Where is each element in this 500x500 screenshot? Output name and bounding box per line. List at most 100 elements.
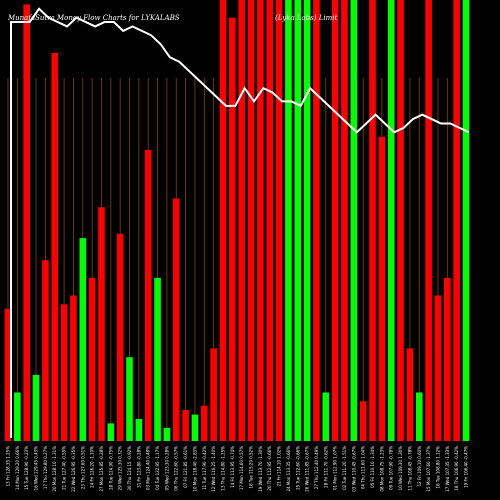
money-flow-bar [378, 136, 386, 441]
x-tick-label: 23 Thu 127.60 0.51% [80, 446, 85, 489]
money-flow-bar [32, 374, 40, 441]
money-flow-bar [434, 295, 442, 441]
money-flow-bar [107, 423, 115, 441]
money-flow-bar [4, 308, 12, 441]
x-tick-label: 03 Wed 110.45 -0.67% [351, 446, 356, 492]
x-tick-label: 13 Thu 114.80 -1.25% [220, 446, 225, 491]
x-tick-label: 07 Fri 121.85 -0.61% [183, 446, 188, 488]
money-flow-bar [313, 0, 320, 441]
money-flow-bar [397, 0, 404, 441]
x-tick-label: 21 Fri 114.10 1.02% [277, 446, 282, 487]
x-tick-label: 27 Thu 112.40 0.49% [314, 446, 319, 489]
x-tick-label: 08 Mon 108.75 -1.23% [379, 446, 384, 492]
money-flow-bar [387, 0, 395, 441]
chart-title: MunafaSutra Money Flow Charts for LYKALA… [7, 14, 180, 22]
x-tick-label: 03 Mon 124.40 0.48% [146, 446, 151, 490]
money-flow-bar [238, 0, 245, 441]
money-flow-bar [144, 149, 152, 441]
money-flow-bar [42, 260, 49, 441]
money-flow-bar [23, 4, 30, 441]
money-flow-bar [116, 233, 124, 441]
money-flow-bar [200, 405, 208, 441]
money-flow-bar [14, 392, 21, 441]
money-flow-bar [462, 0, 470, 441]
money-flow-bar [172, 198, 180, 441]
x-tick-label: 29 Wed 125.30 0.32% [118, 446, 123, 491]
x-tick-label: 24 Mon 113.35 -0.66% [286, 446, 291, 492]
x-tick-label: 18 Tue 115.20 0.52% [249, 446, 254, 489]
x-tick-label: 12 Fri 109.10 0.60% [417, 446, 422, 487]
money-flow-bar [369, 0, 376, 441]
chart-subtitle: (Lyka Labs) Limit [275, 14, 337, 22]
money-flow-bar [285, 0, 292, 441]
money-flow-bar [266, 0, 274, 441]
money-flow-bar [210, 348, 217, 441]
money-flow-bar [425, 0, 432, 441]
x-tick-label: 18 Thu 106.90 -0.42% [454, 446, 459, 491]
x-tick-label: 05 Fri 110.10 -1.34% [370, 446, 375, 488]
x-tick-label: 19 Fri 106.40 -0.47% [464, 446, 469, 488]
money-flow-bar [219, 0, 227, 441]
money-flow-bar [98, 207, 105, 441]
money-flow-bar [191, 414, 199, 441]
price-line [10, 7, 470, 438]
x-tick-label: 04 Thu 111.60 1.04% [361, 446, 366, 489]
x-tick-label: 17 Wed 107.35 -1.33% [445, 446, 450, 492]
money-flow-bar [229, 17, 236, 441]
x-tick-label: 30 Thu 124.15 -0.92% [127, 446, 132, 491]
x-tick-label: 12 Wed 116.25 -1.40% [211, 446, 216, 492]
money-flow-bar [275, 0, 283, 441]
x-tick-label: 14 Mon 129.20 0.66% [15, 446, 20, 490]
money-flow-bar [126, 357, 133, 441]
x-tick-label: 25 Tue 112.60 -0.66% [295, 446, 300, 490]
x-tick-label: 19 Wed 113.70 -1.30% [258, 446, 263, 492]
money-flow-bar [88, 277, 96, 441]
money-flow-bar [51, 52, 59, 442]
x-tick-label: 11 Tue 117.90 -0.42% [202, 446, 207, 490]
x-tick-label: 13 Fri 128.35 1.25% [6, 446, 11, 487]
x-tick-label: 15 Tue 128.90 -0.23% [24, 446, 29, 490]
x-tick-label: 24 Fri 126.20 -1.10% [90, 446, 95, 488]
x-tick-label: 16 Wed 129.45 0.43% [34, 446, 39, 491]
x-tick-label: 04 Tue 122.95 -1.17% [155, 446, 160, 490]
money-flow-bar [453, 0, 460, 441]
money-flow-bar [331, 0, 339, 441]
x-tick-label: 22 Wed 126.95 -0.35% [71, 446, 76, 492]
x-tick-label: 17 Mon 114.60 0.57% [239, 446, 244, 490]
money-flow-bar [341, 0, 348, 441]
money-flow-bar [163, 427, 171, 441]
money-flow-bar [247, 0, 255, 441]
x-tick-label: 11 Thu 108.45 -0.78% [407, 446, 412, 491]
x-tick-label: 05 Wed 123.30 0.28% [164, 446, 169, 491]
money-flow-bar [303, 0, 311, 441]
x-tick-label: 06 Thu 122.60 -0.57% [174, 446, 179, 491]
money-flow-bar [406, 348, 414, 441]
x-tick-label: 31 Fri 123.80 -0.28% [136, 446, 141, 488]
money-flow-bar [135, 418, 143, 441]
money-flow-bar [350, 0, 358, 441]
money-flow-bar [70, 295, 77, 441]
money-flow-bar [79, 238, 87, 441]
x-tick-label: 27 Mon 125.85 -0.28% [99, 446, 104, 492]
x-tick-label: 20 Mon 128.10 -1.31% [52, 446, 57, 492]
x-tick-label: 15 Mon 107.60 -1.37% [426, 446, 431, 492]
x-tick-label: 14 Fri 113.95 -0.74% [230, 446, 235, 488]
money-flow-bar [444, 277, 451, 441]
x-tick-label: 10 Wed 109.30 1.30% [398, 446, 403, 491]
money-flow-bar [322, 392, 330, 441]
x-tick-label: 28 Fri 111.70 -0.62% [323, 446, 328, 488]
x-tick-label: 16 Tue 108.80 1.12% [435, 446, 440, 489]
x-tick-label: 17 Thu 129.80 0.27% [43, 446, 48, 489]
money-flow-bar [182, 410, 189, 441]
x-tick-label: 20 Thu 112.95 -0.66% [267, 446, 272, 491]
x-tick-label: 01 Mon 112.90 1.07% [333, 446, 338, 490]
x-tick-labels: 13 Fri 128.35 1.25% 14 Mon 129.20 0.66% 15… [6, 446, 469, 492]
money-flow-bars [4, 0, 470, 442]
money-flow-bar [257, 0, 264, 441]
money-flow-bar [294, 0, 302, 441]
x-tick-label: 26 Wed 111.85 -0.67% [305, 446, 310, 492]
x-tick-label: 21 Tue 127.40 -0.55% [62, 446, 67, 490]
money-flow-bar [415, 392, 423, 441]
x-tick-label: 10 Mon 118.40 -2.83% [192, 446, 197, 492]
